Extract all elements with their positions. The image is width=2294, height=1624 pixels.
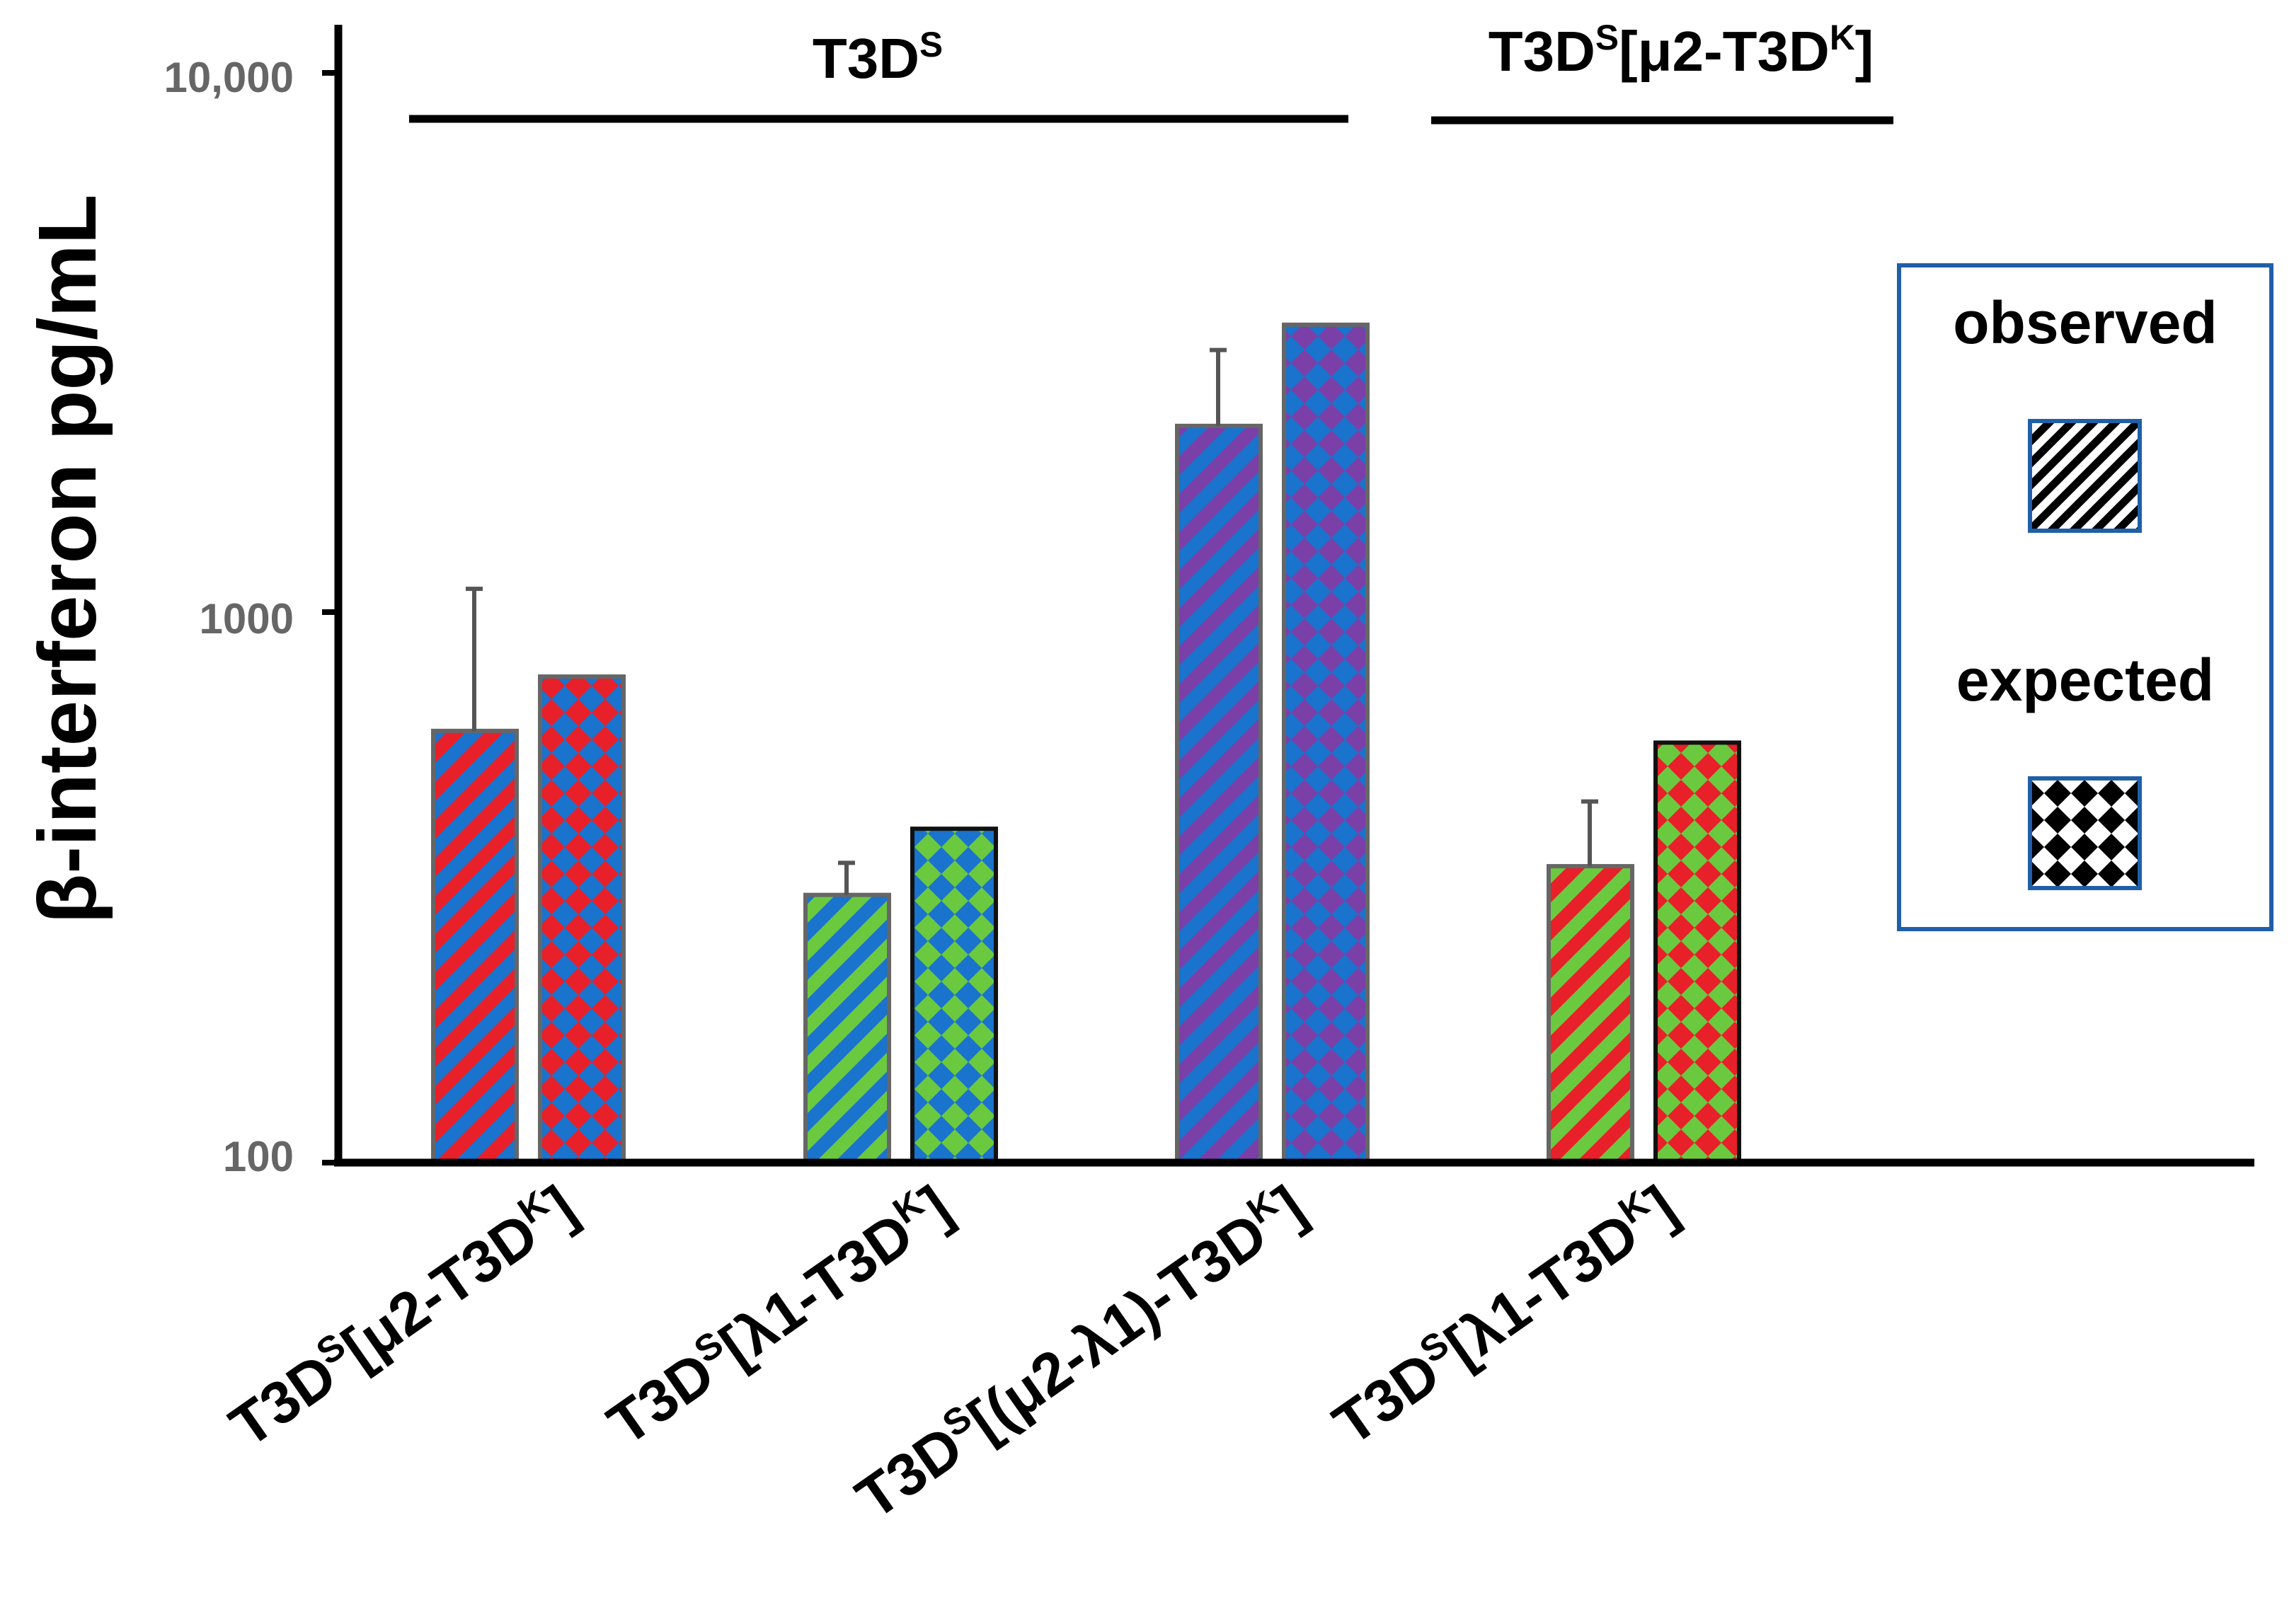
bar-expected-2 bbox=[1282, 322, 1370, 1165]
bar-expected-1 bbox=[910, 827, 998, 1165]
x-tick-label: T3DS[μ2-T3DK] bbox=[217, 1172, 587, 1460]
y-tick-label: 1000 bbox=[200, 595, 294, 643]
bars bbox=[431, 322, 1741, 1165]
group-label: T3DS[μ2-T3DK] bbox=[1489, 18, 1874, 83]
bar-observed-2 bbox=[1175, 423, 1263, 1165]
y-tick-label: 100 bbox=[223, 1133, 294, 1180]
x-tick-label: T3DS[λ1-T3DK] bbox=[595, 1172, 963, 1458]
y-tick-label: 10,000 bbox=[164, 54, 294, 101]
legend-label-expected: expected bbox=[1956, 647, 2214, 713]
bar-expected-3 bbox=[1653, 740, 1741, 1165]
y-ticks: 100 1000 10,000 bbox=[164, 54, 294, 1180]
legend-swatch-observed bbox=[2028, 419, 2142, 533]
bar-observed-0 bbox=[431, 728, 519, 1165]
bar-expected-0 bbox=[538, 674, 626, 1165]
x-tick-label: T3DS[λ1-T3DK] bbox=[1321, 1172, 1689, 1458]
legend-label-observed: observed bbox=[1953, 289, 2218, 356]
x-tick-labels: T3DS[μ2-T3DK] T3DS[λ1-T3DK] T3DS[(μ2-λ1)… bbox=[217, 1172, 1689, 1532]
legend: observed expected bbox=[1897, 263, 2273, 931]
y-axis-label: β-interferon pg/mL bbox=[21, 195, 113, 924]
bar-observed-3 bbox=[1547, 864, 1634, 1165]
group-label: T3DS bbox=[813, 25, 943, 90]
group-bracket-t3ds: T3DS bbox=[409, 25, 1348, 123]
group-bracket-t3ds-mu2: T3DS[μ2-T3DK] bbox=[1431, 18, 1893, 125]
legend-swatch-expected bbox=[2028, 776, 2142, 890]
error-bars bbox=[466, 347, 1598, 895]
bar-observed-1 bbox=[803, 892, 891, 1165]
